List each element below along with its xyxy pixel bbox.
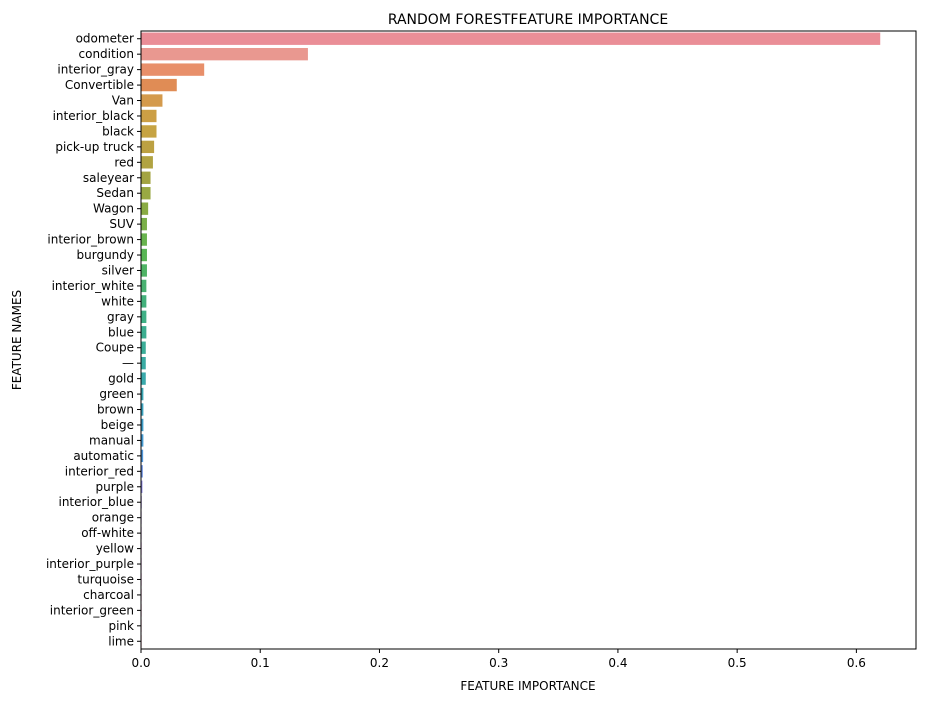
y-tick-label: interior_purple <box>46 557 134 571</box>
y-tick-label: Van <box>112 94 134 108</box>
y-tick-label: beige <box>101 418 134 432</box>
y-tick-label: condition <box>79 47 134 61</box>
y-tick-label: silver <box>102 263 134 277</box>
bar-9 <box>141 171 151 184</box>
bar-19 <box>141 326 147 339</box>
bar-2 <box>141 63 205 76</box>
y-tick-label: pick-up truck <box>55 140 134 154</box>
bar-8 <box>141 156 153 169</box>
bar-7 <box>141 140 155 154</box>
bar-13 <box>141 233 147 246</box>
x-axis-label: FEATURE IMPORTANCE <box>460 679 595 693</box>
y-tick-label: lime <box>108 634 134 648</box>
y-tick-label: Wagon <box>93 202 134 216</box>
bar-18 <box>141 310 147 324</box>
y-tick-label: turquoise <box>77 572 134 586</box>
bar-25 <box>141 418 144 432</box>
bar-0 <box>141 32 881 45</box>
y-tick-label: brown <box>97 403 134 417</box>
bar-17 <box>141 295 147 308</box>
y-tick-label: pink <box>108 619 134 633</box>
y-tick-label: black <box>102 124 134 138</box>
y-tick-label: gold <box>108 372 134 386</box>
y-tick-label: off-white <box>81 526 134 540</box>
x-tick-label: 0.3 <box>489 656 508 670</box>
bar-21 <box>141 356 146 370</box>
bar-29 <box>141 480 143 493</box>
y-tick-label: interior_green <box>50 603 134 617</box>
y-tick-label: interior_blue <box>58 495 134 509</box>
y-tick-label: red <box>114 155 134 169</box>
plot-frame <box>140 30 917 650</box>
y-tick-label: gray <box>107 310 134 324</box>
y-tick-label: odometer <box>76 32 134 46</box>
y-tick-label: interior_brown <box>47 233 134 247</box>
y-tick-label: yellow <box>96 542 134 556</box>
x-tick-label: 0.4 <box>608 656 627 670</box>
y-tick-label: Coupe <box>96 341 134 355</box>
y-tick-label: Sedan <box>96 186 134 200</box>
y-tick-label: interior_white <box>52 279 134 293</box>
bar-16 <box>141 279 147 293</box>
y-tick-label: saleyear <box>83 171 134 185</box>
x-tick-label: 0.5 <box>728 656 747 670</box>
y-tick-label: interior_black <box>53 109 134 123</box>
y-axis-label: FEATURE NAMES <box>10 290 24 390</box>
chart-title: RANDOM FORESTFEATURE IMPORTANCE <box>388 12 668 28</box>
bar-3 <box>141 78 177 92</box>
bar-11 <box>141 202 149 215</box>
bar-15 <box>141 264 147 277</box>
bar-12 <box>141 217 147 231</box>
bar-27 <box>141 449 144 463</box>
y-tick-label: SUV <box>109 217 134 231</box>
bar-28 <box>141 465 143 478</box>
y-tick-label: Convertible <box>65 78 134 92</box>
x-tick-label: 0.2 <box>370 656 389 670</box>
bar-23 <box>141 387 144 401</box>
y-tick-label: white <box>101 294 134 308</box>
bar-26 <box>141 434 144 447</box>
bar-14 <box>141 248 147 262</box>
bar-20 <box>141 341 146 354</box>
y-tick-label: green <box>99 387 134 401</box>
bar-24 <box>141 403 144 416</box>
bar-22 <box>141 372 146 385</box>
x-tick-labels: 0.0 0.1 0.2 0.3 0.4 0.5 0.6 <box>131 649 866 670</box>
y-tick-label: burgundy <box>77 248 135 262</box>
bar-1 <box>141 47 308 61</box>
y-tick-label: manual <box>89 433 134 447</box>
x-tick-label: 0.6 <box>847 656 866 670</box>
bar-4 <box>141 94 163 107</box>
y-tick-label: orange <box>92 511 134 525</box>
bars-group <box>141 32 881 648</box>
y-tick-label: charcoal <box>83 588 134 602</box>
bar-10 <box>141 187 151 200</box>
x-tick-label: 0.0 <box>131 656 150 670</box>
y-tick-label: blue <box>108 325 134 339</box>
y-tick-label: interior_red <box>65 464 134 478</box>
bar-6 <box>141 125 157 138</box>
x-tick-label: 0.1 <box>251 656 270 670</box>
y-tick-label: automatic <box>73 449 134 463</box>
y-tick-label: — <box>122 356 134 370</box>
bar-5 <box>141 109 157 123</box>
y-tick-label: purple <box>96 480 135 494</box>
y-tick-label: interior_gray <box>57 63 134 77</box>
